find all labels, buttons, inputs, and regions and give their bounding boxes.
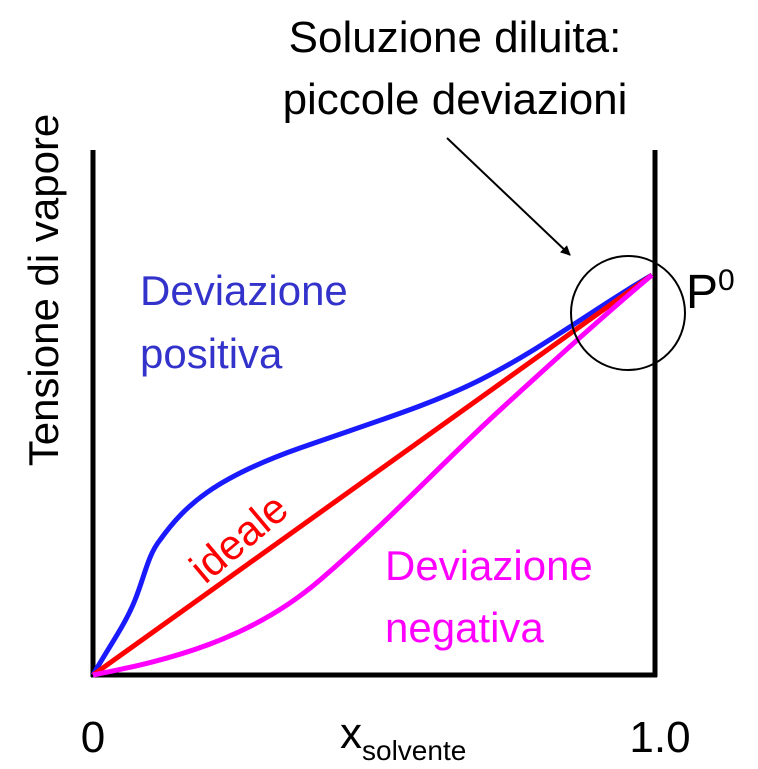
negative-label: negativa <box>385 604 544 651</box>
positive-label: positiva <box>140 330 283 377</box>
x-label-main: x <box>340 709 362 758</box>
x-label-sub: solvente <box>362 735 466 766</box>
negative-curve <box>92 273 654 678</box>
point-label-sup: 0 <box>718 264 735 297</box>
y-axis-label: Tensione di vapore <box>20 114 67 467</box>
x-tick-label: 0 <box>81 713 105 762</box>
ideal-line <box>91 272 654 678</box>
positive-curve <box>90 272 654 677</box>
title-line: piccole deviazioni <box>283 75 628 124</box>
point-label: P0 <box>686 264 735 319</box>
title-line: Soluzione diluita: <box>289 13 622 62</box>
negative-label: Deviazione <box>385 542 593 589</box>
point-label-main: P <box>686 266 718 319</box>
x-axis-label: xsolvente <box>340 709 466 766</box>
dilute-circle <box>570 255 686 371</box>
positive-label: Deviazione <box>140 267 348 314</box>
arrow <box>446 137 571 256</box>
x-tick-label: 1.0 <box>629 713 690 762</box>
